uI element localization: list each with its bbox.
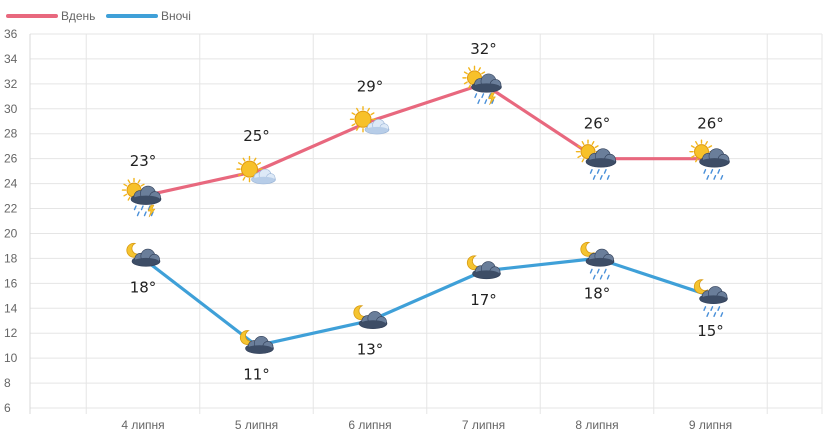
sun-cloud-storm-rain-icon	[121, 177, 162, 218]
temperature-label-night: 13°	[357, 341, 384, 359]
y-tick-label: 36	[4, 27, 18, 41]
temperature-label-night: 15°	[697, 322, 724, 340]
y-tick-label: 6	[4, 401, 11, 415]
y-tick-label: 12	[4, 326, 18, 340]
temperature-label-day: 25°	[243, 127, 270, 145]
y-tick-label: 16	[4, 276, 18, 290]
temperature-label-night: 11°	[243, 366, 270, 384]
temperature-label-day: 23°	[130, 152, 157, 170]
y-tick-label: 22	[4, 202, 18, 216]
moon-cloud-icon	[126, 242, 161, 267]
temperature-label-night: 18°	[584, 284, 611, 302]
y-tick-label: 14	[4, 301, 18, 315]
x-tick-label: 7 липня	[462, 418, 505, 432]
temperature-label-night: 18°	[130, 278, 157, 296]
sun-light-cloud-icon	[349, 106, 390, 135]
chart-legend: Вдень Вночі	[6, 9, 191, 23]
temperature-label-day: 32°	[470, 40, 497, 58]
y-tick-label: 8	[4, 376, 11, 390]
moon-cloud-rain-icon	[580, 241, 615, 280]
moon-cloud-icon	[353, 305, 388, 329]
moon-cloud-rain-icon	[693, 279, 728, 317]
chart-grid	[29, 33, 823, 414]
series-line-day	[142, 82, 711, 198]
y-tick-label: 24	[4, 177, 18, 191]
x-axis: 4 липня 5 липня 6 липня 7 липня 8 липня 9 лип…	[121, 418, 732, 432]
sun-cloud-storm-rain-icon	[462, 65, 502, 106]
y-tick-label: 28	[4, 127, 18, 141]
x-tick-label: 5 липня	[235, 418, 278, 432]
y-tick-label: 18	[4, 251, 18, 265]
y-tick-label: 34	[4, 52, 18, 66]
temperature-label-day: 26°	[697, 115, 724, 133]
moon-cloud-icon	[239, 330, 274, 354]
y-axis: 6 8 10 12 14 16 18 20 22 24 26 28 30 32 34 36	[4, 27, 18, 415]
temperature-label-night: 17°	[470, 291, 497, 309]
y-tick-label: 32	[4, 77, 18, 91]
y-tick-label: 10	[4, 351, 18, 365]
series-line-night	[142, 256, 712, 348]
weather-icons-layer	[121, 65, 730, 354]
y-tick-label: 20	[4, 226, 18, 240]
temperature-label-day: 29°	[357, 77, 384, 95]
sun-cloud-rain-icon	[575, 139, 617, 180]
legend-label: Вдень	[61, 9, 95, 23]
y-tick-label: 30	[4, 102, 18, 116]
y-tick-label: 26	[4, 152, 18, 166]
x-tick-label: 6 липня	[348, 418, 391, 432]
moon-cloud-icon	[466, 255, 501, 280]
legend-label: Вночі	[161, 9, 191, 23]
x-tick-label: 9 липня	[689, 418, 732, 432]
sun-cloud-rain-icon	[689, 139, 730, 180]
x-tick-label: 8 липня	[575, 418, 618, 432]
legend-item-day[interactable]: Вдень	[6, 9, 95, 23]
x-tick-label: 4 липня	[121, 418, 164, 432]
legend-item-night[interactable]: Вночі	[106, 9, 191, 23]
temperature-labels-layer: 23° 25° 29° 32° 26° 26° 18° 11° 13° 17° 18° 15°	[130, 40, 724, 384]
temperature-label-day: 26°	[584, 115, 611, 133]
sun-light-cloud-icon	[236, 155, 276, 185]
